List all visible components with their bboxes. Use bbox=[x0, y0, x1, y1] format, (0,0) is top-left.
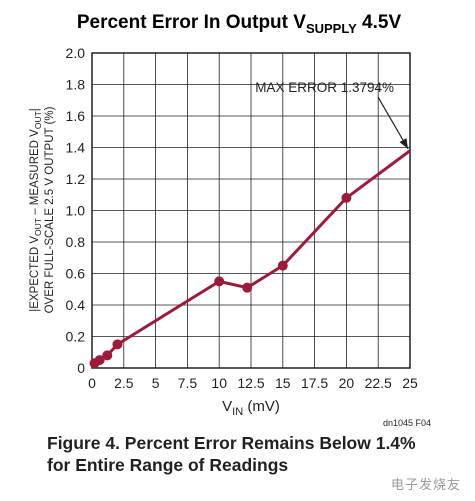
caption-line-2: for Entire Range of Readings bbox=[47, 455, 289, 475]
y-axis-label-line2: OVER FULL-SCALE 2.5 V OUTPUT (%) bbox=[44, 106, 56, 313]
x-tick-label: 0 bbox=[88, 375, 96, 391]
y-tick-label: 0.2 bbox=[66, 329, 86, 345]
y-tick-label: 0.4 bbox=[66, 297, 86, 313]
x-tick-label: 2.5 bbox=[114, 375, 134, 391]
chart-title: Percent Error In Output VSUPPLY 4.5V bbox=[77, 12, 402, 36]
y-tick-label: 2.0 bbox=[66, 45, 86, 61]
plot-frame bbox=[91, 52, 411, 369]
data-point bbox=[94, 355, 105, 366]
x-tick-label: 10 bbox=[211, 375, 227, 391]
gridlines bbox=[92, 53, 410, 368]
y-tick-label: 1.6 bbox=[66, 108, 86, 124]
x-tick-label: 17.5 bbox=[301, 375, 328, 391]
watermark-logo: 电子发烧友 bbox=[390, 478, 461, 493]
chart-title-suffix: 4.5V bbox=[357, 12, 402, 33]
ylabel-sub-2: OUT bbox=[33, 111, 43, 129]
x-tick-label: 20 bbox=[339, 375, 355, 391]
x-tick-label: 12.5 bbox=[237, 375, 264, 391]
data-point bbox=[214, 276, 225, 287]
annotation-arrow-head bbox=[399, 138, 408, 149]
annotation-label: MAX ERROR 1.3794% bbox=[255, 80, 394, 95]
y-tick-label: 1.8 bbox=[66, 77, 86, 93]
x-tick-label: 22.5 bbox=[365, 375, 392, 391]
y-axis-label: |EXPECTED VOUT – MEASURED VOUT| OVER FUL… bbox=[29, 106, 56, 313]
xlabel-unit: (mV) bbox=[243, 398, 280, 415]
y-tick-label: 0 bbox=[77, 360, 85, 376]
y-tick-label: 1.4 bbox=[66, 140, 86, 156]
y-axis-label-line1: |EXPECTED VOUT – MEASURED VOUT| bbox=[29, 108, 43, 312]
x-tick-label: 7.5 bbox=[178, 375, 198, 391]
ylabel-part-b: – MEASURED V bbox=[29, 129, 41, 218]
data-point bbox=[341, 192, 352, 203]
y-tick-label: 0.8 bbox=[66, 234, 86, 250]
x-tick-labels: 0 2.5 5 7.5 10 12.5 15 17.5 20 22.5 25 bbox=[88, 375, 418, 391]
y-tick-label: 1.0 bbox=[66, 203, 86, 219]
x-tick-label: 5 bbox=[152, 375, 160, 391]
ylabel-part-a: |EXPECTED V bbox=[29, 236, 41, 312]
series-layer bbox=[89, 149, 411, 369]
series-line bbox=[93, 149, 411, 365]
data-point bbox=[102, 350, 113, 361]
data-point bbox=[277, 260, 288, 271]
y-tick-label: 0.6 bbox=[66, 266, 86, 282]
ylabel-sub-1: OUT bbox=[33, 218, 43, 236]
xlabel-sub: IN bbox=[232, 406, 243, 418]
x-tick-label: 15 bbox=[275, 375, 291, 391]
y-tick-label: 1.2 bbox=[66, 171, 86, 187]
x-axis-label: VIN (mV) bbox=[222, 398, 280, 418]
xlabel-main: V bbox=[222, 398, 232, 415]
x-tick-label: 25 bbox=[402, 375, 418, 391]
data-point bbox=[112, 339, 123, 350]
figure-id: dn1045 F04 bbox=[383, 418, 431, 428]
caption-line-1: Figure 4. Percent Error Remains Below 1.… bbox=[47, 433, 416, 453]
ylabel-part-c: | bbox=[29, 108, 41, 111]
chart-title-subscript: SUPPLY bbox=[306, 21, 357, 36]
chart-title-main: Percent Error In Output V bbox=[77, 12, 306, 33]
y-tick-labels: 0 0.2 0.4 0.6 0.8 1.0 1.2 1.4 1.6 1.8 2.0 bbox=[66, 45, 86, 376]
figure-caption: Figure 4. Percent Error Remains Below 1.… bbox=[47, 432, 467, 476]
annotation-layer: MAX ERROR 1.3794% bbox=[255, 80, 409, 150]
data-point bbox=[242, 282, 253, 293]
